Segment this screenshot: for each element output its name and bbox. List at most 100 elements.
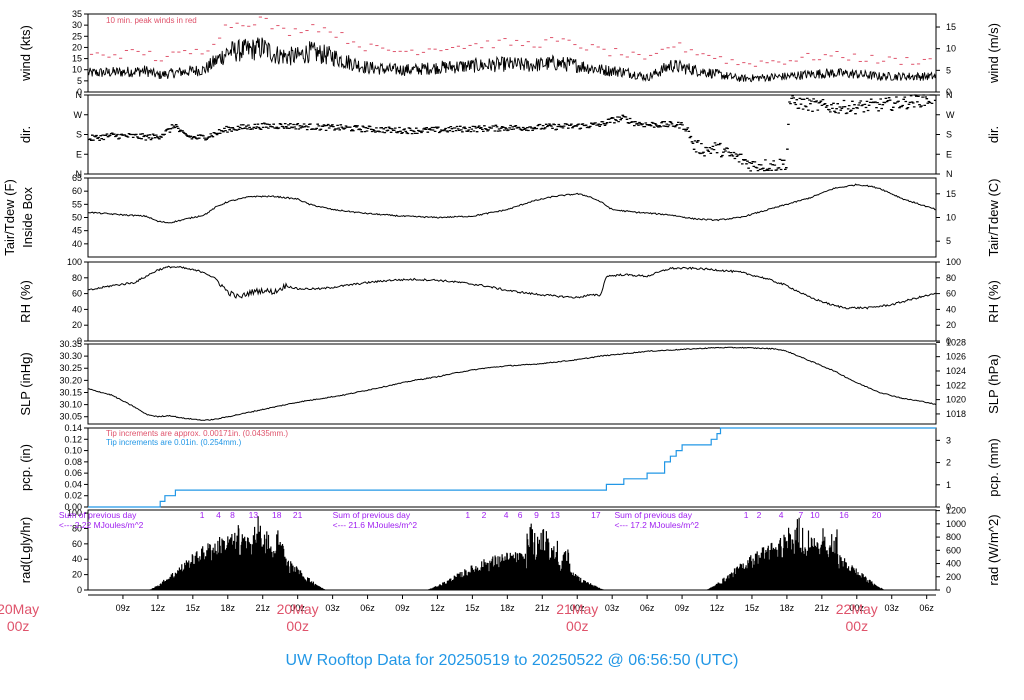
rad-right-tick-label: 1200	[946, 506, 966, 516]
pcp-right-tick-label: 1	[946, 480, 951, 490]
slp-right-tick-label: 1022	[946, 380, 966, 390]
dir-ylabel: dir.	[18, 126, 33, 143]
time-tick-label: 15z	[465, 603, 480, 613]
time-tick-label: 09z	[395, 603, 410, 613]
data-layer	[87, 16, 937, 590]
day-label-date: 22May	[836, 601, 878, 617]
temp-right-tick-label: 10	[946, 213, 956, 223]
time-tick-label: 03z	[605, 603, 620, 613]
solar-hour-mark: 1	[200, 510, 205, 520]
time-tick-label: 00z	[850, 603, 865, 613]
solar-hour-mark: 10	[810, 510, 820, 520]
rh-frame	[87, 261, 937, 342]
temp-left-tick-label: 65	[72, 173, 82, 183]
temperature-line	[88, 183, 937, 224]
solar-hour-mark: 1	[744, 510, 749, 520]
slp-left-tick-label: 30.35	[59, 339, 82, 349]
pcp-left-tick-label: 0.10	[64, 446, 82, 456]
solar-day-2	[425, 523, 607, 590]
dir-frame	[87, 94, 937, 175]
rad-right-tick-label: 400	[946, 559, 961, 569]
time-tick-label: 21z	[255, 603, 270, 613]
rh-right-tick-label: 60	[946, 289, 956, 299]
pcp-right-tick-label: 3	[946, 435, 951, 445]
solar-sum-line1: Sum of previous day	[59, 510, 137, 520]
solar-hour-mark: 16	[839, 510, 849, 520]
pcp-left-tick-label: 0.02	[64, 491, 82, 501]
pcp-left-tick-label: 0.04	[64, 479, 82, 489]
rad-right-tick-label: 600	[946, 545, 961, 555]
slp-ylabel-right: SLP (hPa)	[986, 354, 1001, 414]
dir-left-tick-label: W	[74, 110, 83, 120]
pcp-left-tick-label: 0.14	[64, 423, 82, 433]
pcp-left-tick-label: 0.08	[64, 457, 82, 467]
slp-left-tick-label: 30.30	[59, 351, 82, 361]
wind-left-tick-label: 25	[72, 31, 82, 41]
slp-left-tick-label: 30.10	[59, 400, 82, 410]
solar-hour-mark: 17	[591, 510, 601, 520]
slp-frame	[87, 343, 937, 425]
solar-day-3	[705, 517, 886, 590]
solar-hour-mark: 21	[293, 510, 303, 520]
pcp-right-tick-label: 0	[946, 502, 951, 512]
wind-ylabel-right: wind (m/s)	[986, 23, 1001, 84]
time-tick-label: 15z	[745, 603, 760, 613]
slp-right-tick-label: 1018	[946, 409, 966, 419]
rad-left-tick-label: 100	[67, 508, 82, 518]
wind-left-tick-label: 5	[77, 76, 82, 86]
time-tick-label: 06z	[360, 603, 375, 613]
rh-right-tick-label: 100	[946, 257, 961, 267]
pressure-line	[87, 346, 937, 421]
rh-right-tick-label: 80	[946, 273, 956, 283]
solar-hour-mark: 8	[230, 510, 235, 520]
rh-left-tick-label: 40	[72, 304, 82, 314]
wind-right-tick-label: 0	[946, 87, 951, 97]
solar-hour-mark: 4	[216, 510, 221, 520]
dir-left-tick-label: N	[76, 169, 83, 179]
pcp-right-tick-label: 2	[946, 458, 951, 468]
day-label-hour: 00z	[566, 618, 589, 634]
wind-left-tick-label: 30	[72, 20, 82, 30]
wind-left-tick-label: 15	[72, 54, 82, 64]
dir-right-tick-label: S	[946, 130, 952, 140]
slp-right-tick-label: 1028	[946, 337, 966, 347]
solar-hour-mark: 6	[518, 510, 523, 520]
day-label-hour: 00z	[286, 618, 309, 634]
wind-right-tick-label: 10	[946, 44, 956, 54]
pcp-ylabel: pcp. (in)	[18, 444, 33, 491]
wind-right-tick-label: 15	[946, 22, 956, 32]
solar-sum-line2: <--- 2.22 MJoules/m^2	[59, 520, 144, 530]
time-tick-label: 18z	[500, 603, 515, 613]
temp-ylabel-right: Tair/Tdew (C)	[986, 178, 1001, 256]
rad-right-tick-label: 200	[946, 572, 961, 582]
day-label-date: 20May	[277, 601, 319, 617]
slp-left-tick-label: 30.15	[59, 387, 82, 397]
solar-hour-mark: 2	[482, 510, 487, 520]
rh-left-tick-label: 80	[72, 273, 82, 283]
temp-left-tick-label: 40	[72, 239, 82, 249]
rad-left-tick-label: 0	[77, 585, 82, 595]
solar-hour-mark: 13	[550, 510, 560, 520]
solar-sum-line2: <--- 21.6 MJoules/m^2	[333, 520, 418, 530]
temp-left-tick-label: 60	[72, 186, 82, 196]
day-label-date: 21May	[556, 601, 598, 617]
solar-sum-line1: Sum of previous day	[615, 510, 693, 520]
slp-right-tick-label: 1024	[946, 366, 966, 376]
solar-hour-mark: 4	[779, 510, 784, 520]
day-label-date: 20May	[0, 601, 39, 617]
rh-left-tick-label: 100	[67, 257, 82, 267]
wind-frame	[87, 13, 937, 93]
time-tick-label: 00z	[570, 603, 585, 613]
rh-ylabel: RH (%)	[18, 280, 33, 323]
time-tick-label: 12z	[151, 603, 166, 613]
dir-left-tick-label: N	[76, 90, 83, 100]
dir-left-tick-label: E	[76, 149, 82, 159]
pcp-frame	[87, 427, 937, 508]
wind-left-tick-label: 20	[72, 42, 82, 52]
rh-left-tick-label: 20	[72, 320, 82, 330]
time-tick-label: 18z	[221, 603, 236, 613]
temp-right-tick-label: 15	[946, 189, 956, 199]
time-tick-label: 00z	[290, 603, 305, 613]
